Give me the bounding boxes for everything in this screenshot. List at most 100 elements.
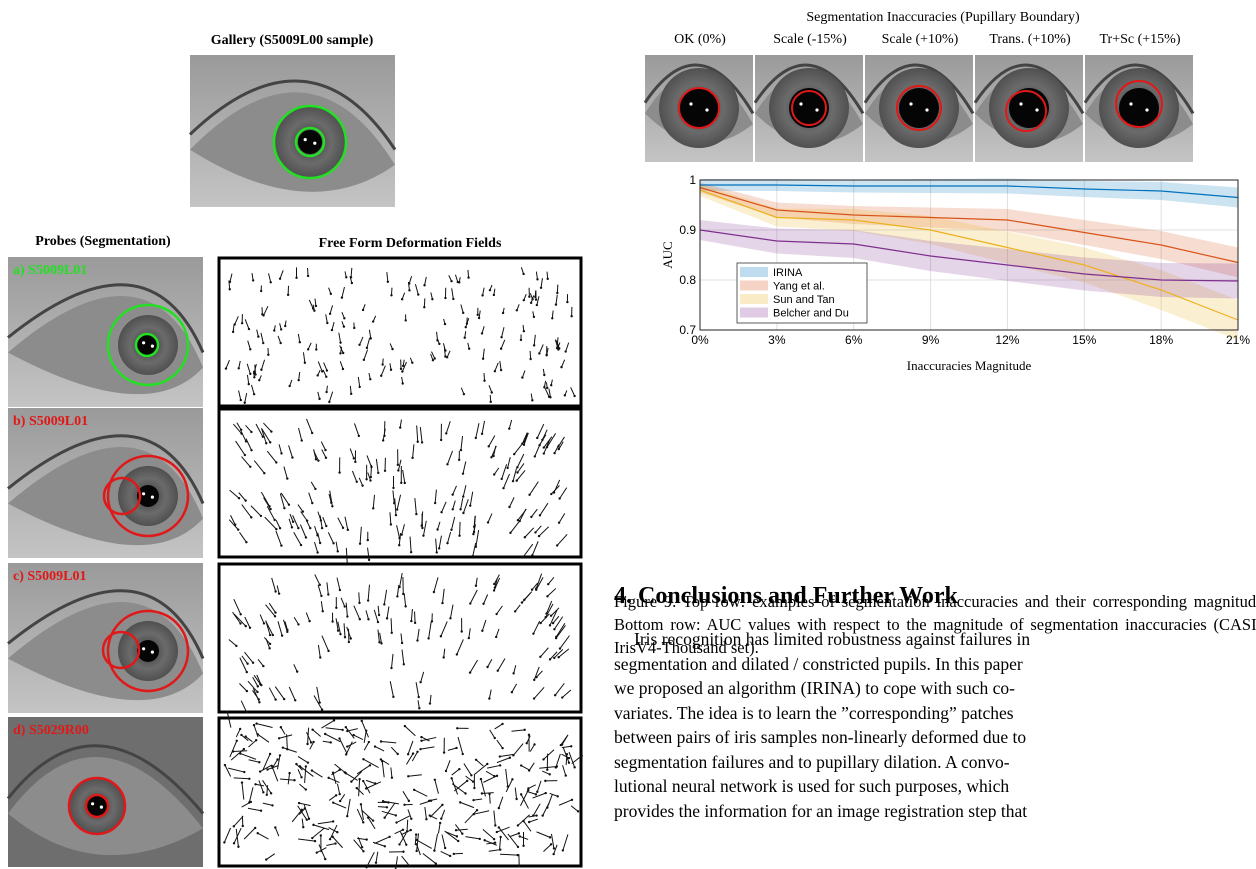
arrow-head <box>434 357 436 359</box>
arrow-head <box>459 801 461 803</box>
arrow-head <box>499 848 501 850</box>
arrow-head <box>440 511 442 513</box>
arrow-head <box>511 691 513 693</box>
legend-swatch <box>740 281 768 291</box>
arrow-head <box>458 768 460 770</box>
arrow-head <box>501 723 503 725</box>
arrow-head <box>465 326 467 328</box>
arrow-head <box>549 773 551 775</box>
arrow-head <box>258 701 260 703</box>
arrow-head <box>514 610 516 612</box>
arrow-head <box>267 354 269 356</box>
arrow-head <box>280 452 282 454</box>
arrow-head <box>307 275 309 277</box>
arrow-head <box>256 691 258 693</box>
arrow-head <box>390 369 392 371</box>
arrow-head <box>552 853 554 855</box>
arrow-head <box>291 456 293 458</box>
arrow-head <box>322 610 324 612</box>
arrow-head <box>232 331 234 333</box>
arrow-head <box>439 822 441 824</box>
arrow-head <box>425 818 427 820</box>
arrow-head <box>327 777 329 779</box>
arrow-head <box>361 484 363 486</box>
arrow-head <box>237 528 239 530</box>
arrow-head <box>487 521 489 523</box>
arrow-head <box>476 809 478 811</box>
arrow-head <box>512 754 514 756</box>
arrow-head <box>499 755 501 757</box>
arrow-head <box>400 368 402 370</box>
arrow-head <box>545 612 547 614</box>
arrow-head <box>522 273 524 275</box>
arrow-head <box>390 294 392 296</box>
arrow-head <box>541 439 543 441</box>
arrow-head <box>462 312 464 314</box>
arrow-head <box>338 737 340 739</box>
arrow-head <box>467 276 469 278</box>
ffd-field <box>219 258 581 406</box>
arrow-head <box>312 741 314 743</box>
arrow-head <box>534 531 536 533</box>
arrow-head <box>528 821 530 823</box>
glint <box>1035 108 1038 111</box>
arrow-head <box>286 748 288 750</box>
text-line: we proposed an algorithm (IRINA) to cope… <box>614 676 1030 701</box>
arrow-head <box>544 616 546 618</box>
arrow-head <box>472 533 474 535</box>
arrow-head <box>521 601 523 603</box>
arrow-head <box>334 842 336 844</box>
arrow-head <box>317 459 319 461</box>
arrow-head <box>358 602 360 604</box>
arrow-head <box>253 393 255 395</box>
arrow-head <box>436 551 438 553</box>
arrow-head <box>331 620 333 622</box>
arrow-head <box>402 829 404 831</box>
arrow-head <box>478 317 480 319</box>
arrow-head <box>386 617 388 619</box>
arrow-head <box>482 358 484 360</box>
arrow-head <box>520 793 522 795</box>
arrow-head <box>516 471 518 473</box>
arrow-head <box>539 514 541 516</box>
arrow-head <box>318 701 320 703</box>
arrow-head <box>270 281 272 283</box>
arrow-head <box>397 469 399 471</box>
arrow-head <box>296 670 298 672</box>
arrow-head <box>377 472 379 474</box>
arrow-head <box>509 532 511 534</box>
arrow-head <box>362 309 364 311</box>
arrow-head <box>489 289 491 291</box>
arrow-head <box>382 800 384 802</box>
arrow-head <box>461 833 463 835</box>
arrow-head <box>324 733 326 735</box>
arrow-head <box>331 329 333 331</box>
deformation-arrow <box>424 298 425 307</box>
arrow-head <box>258 761 260 763</box>
probes-title: Probes (Segmentation) <box>35 234 171 249</box>
arrow-head <box>255 722 257 724</box>
arrow-head <box>401 298 403 300</box>
arrow-head <box>365 478 367 480</box>
arrow-head <box>573 395 575 397</box>
arrow-head <box>237 846 239 848</box>
arrow-head <box>499 836 501 838</box>
arrow-head <box>351 282 353 284</box>
arrow-head <box>452 508 454 510</box>
legend-label: IRINA <box>773 267 803 279</box>
arrow-head <box>320 595 322 597</box>
arrow-head <box>438 343 440 345</box>
arrow-head <box>361 846 363 848</box>
arrow-head <box>540 287 542 289</box>
arrow-head <box>292 521 294 523</box>
arrow-head <box>224 764 226 766</box>
arrow-head <box>541 814 543 816</box>
arrow-head <box>464 337 466 339</box>
arrow-head <box>345 726 347 728</box>
arrow-head <box>462 472 464 474</box>
arrow-head <box>324 449 326 451</box>
arrow-head <box>314 840 316 842</box>
glint <box>313 142 316 145</box>
deformation-arrow <box>287 734 288 749</box>
arrow-head <box>581 755 583 757</box>
